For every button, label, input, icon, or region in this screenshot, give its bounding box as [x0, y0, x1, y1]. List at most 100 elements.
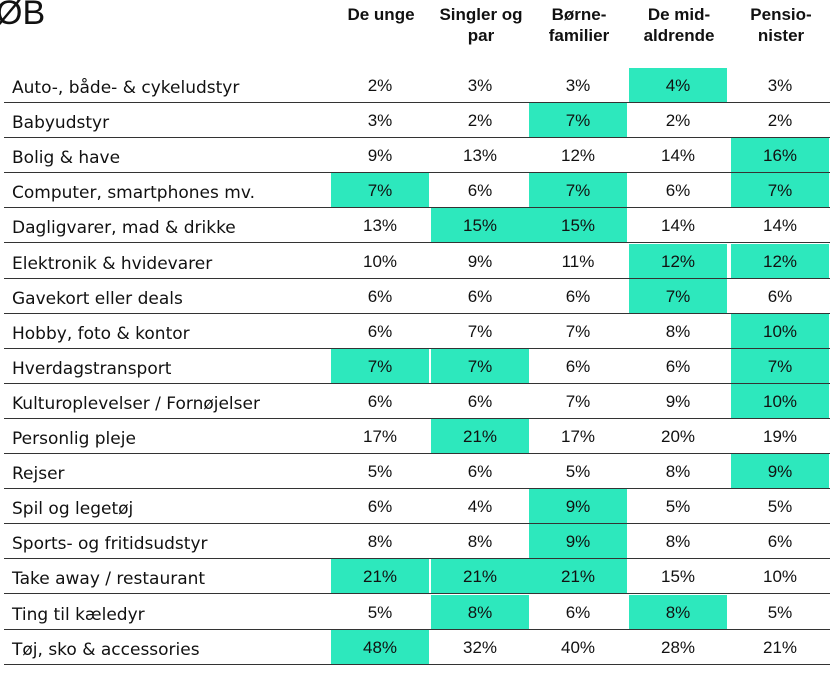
table-cell: 17% [560, 427, 596, 446]
row-label: Hverdagstransport [12, 358, 172, 379]
table-cell: 2% [665, 111, 691, 131]
table-cell-highlighted: 7% [431, 348, 529, 384]
table-cell: 2% [367, 76, 393, 95]
row-label: Take away / restaurant [12, 569, 206, 590]
table-cell: 20% [660, 427, 696, 446]
column-header-line: Pensio- [750, 5, 812, 24]
table-cell-highlighted: 10% [731, 383, 829, 419]
table-cell-highlighted: 9% [529, 489, 627, 525]
table-cell: 9% [367, 146, 393, 166]
table-cell: 10% [362, 251, 398, 271]
table-cell: 13% [362, 216, 398, 236]
table-cell: 3% [565, 76, 591, 95]
row-divider [4, 277, 830, 279]
column-header-line: nister [757, 26, 805, 45]
table-cell-highlighted: 16% [731, 138, 829, 174]
row-divider [4, 207, 830, 209]
table-cell: 8% [467, 532, 493, 552]
column-header-line: Singler og [439, 5, 523, 24]
table-cell-highlighted: 15% [529, 208, 627, 244]
row-label: Kulturoplevelser / Fornøjelser [12, 393, 260, 414]
column-header: Pensio-nister [731, 4, 831, 46]
table-cell: 14% [660, 146, 696, 166]
column-header: Singler og par [431, 4, 531, 46]
row-divider [4, 137, 830, 139]
table-cell: 5% [665, 497, 691, 517]
table-cell: 6% [565, 286, 591, 306]
table-cell: 6% [767, 286, 793, 306]
table-cell: 21% [762, 637, 798, 657]
table-cell: 11% [561, 251, 595, 271]
row-divider [4, 558, 830, 560]
table-cell: 2% [467, 111, 493, 131]
table-cell: 3% [467, 76, 493, 95]
table-cell: 5% [367, 602, 393, 622]
row-label: Babyudstyr [12, 113, 110, 134]
table-row: Auto-, både- & cykeludstyr 2% 3% 3% 4% 3% [0, 68, 838, 104]
table-cell: 5% [767, 497, 793, 517]
column-header-line: aldrende [643, 26, 715, 45]
table-cell: 6% [367, 497, 393, 517]
table-cell: 4% [467, 497, 493, 517]
row-label: Auto-, både- & cykeludstyr [12, 78, 240, 98]
table-cell: 6% [367, 321, 393, 341]
table-cell-highlighted: 21% [431, 559, 529, 595]
table-cell: 8% [367, 532, 393, 552]
table-row: Hverdagstransport 7% 7% 6% 6% 7% [0, 348, 838, 384]
table-cell: 32% [462, 637, 498, 657]
table-cell-highlighted: 8% [431, 594, 529, 630]
table-cell: 8% [665, 532, 691, 552]
row-label: Ting til kæledyr [12, 604, 145, 625]
table-cell-highlighted: 15% [431, 208, 529, 244]
table-cell: 5% [565, 462, 591, 482]
row-divider [4, 382, 830, 384]
table-cell-highlighted: 48% [331, 629, 429, 665]
table-cell-highlighted: 7% [629, 278, 727, 314]
table-cell: 6% [467, 181, 493, 201]
column-header: De mid-aldrende [629, 4, 729, 46]
column-header: De unge [331, 4, 431, 25]
table-cell: 6% [767, 532, 793, 552]
table-cell-highlighted: 7% [731, 173, 829, 209]
table-cell: 5% [367, 462, 393, 482]
table-cell-highlighted: 10% [731, 313, 829, 349]
row-divider [4, 312, 830, 314]
table-cell: 9% [467, 251, 493, 271]
table-row: Hobby, foto & kontor 6% 7% 7% 8% 10% [0, 313, 838, 349]
row-divider [4, 347, 830, 349]
table-cell: 3% [767, 76, 793, 95]
row-divider [4, 523, 830, 525]
table-row: Sports- og fritidsudstyr 8% 8% 9% 8% 6% [0, 524, 838, 560]
row-divider [4, 102, 830, 104]
row-label: Tøj, sko & accessories [12, 639, 200, 660]
table-cell-highlighted: 12% [629, 243, 727, 279]
table-row: Spil og legetøj 6% 4% 9% 5% 5% [0, 489, 838, 525]
table-cell-highlighted: 21% [431, 419, 529, 454]
table-cell: 6% [467, 391, 493, 411]
table-cell: 6% [467, 286, 493, 306]
table-row: Babyudstyr 3% 2% 7% 2% 2% [0, 103, 838, 139]
table-cell: 7% [565, 321, 591, 341]
table-row: Computer, smartphones mv. 7% 6% 7% 6% 7% [0, 173, 838, 209]
table-header: De unge Singler og par Børne-familier De mid… [0, 0, 838, 70]
table-cell: 8% [665, 321, 691, 341]
row-divider [4, 242, 830, 244]
table-cell: 8% [665, 462, 691, 482]
table-row: Personlig pleje 17% 21% 17% 20% 19% [0, 419, 838, 455]
table-cell: 12% [560, 146, 596, 166]
column-header-line: familier [548, 26, 610, 45]
table-row: Tøj, sko & accessories 48% 32% 40% 28% 21% [0, 629, 838, 665]
row-label: Gavekort eller deals [12, 288, 183, 309]
row-label: Hobby, foto & kontor [12, 323, 190, 344]
page-title: ØB [0, 0, 46, 32]
row-label: Computer, smartphones mv. [12, 183, 255, 204]
table-cell: 19% [762, 427, 798, 446]
table-cell: 6% [367, 286, 393, 306]
table-row: Gavekort eller deals 6% 6% 6% 7% 6% [0, 278, 838, 314]
table-cell: 6% [367, 391, 393, 411]
table-cell: 14% [762, 216, 798, 236]
table-cell-highlighted: 21% [529, 559, 627, 595]
row-label: Spil og legetøj [12, 499, 134, 520]
table-row: Elektronik & hvidevarer 10% 9% 11% 12% 12% [0, 243, 838, 279]
